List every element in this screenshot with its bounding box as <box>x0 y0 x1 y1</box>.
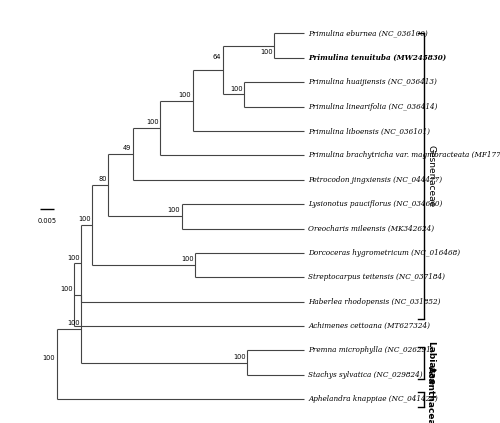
Text: 80: 80 <box>98 176 107 182</box>
Text: 100: 100 <box>146 119 158 125</box>
Text: 100: 100 <box>42 355 56 361</box>
Text: Primulina tenuituba (MW245830): Primulina tenuituba (MW245830) <box>308 54 446 62</box>
Text: Oreocharis mileensis (MK342624): Oreocharis mileensis (MK342624) <box>308 225 434 233</box>
Text: Primulina brachytricha var. magnibracteata (MF177037): Primulina brachytricha var. magnibractea… <box>308 151 500 159</box>
Text: 100: 100 <box>60 286 73 292</box>
Text: 100: 100 <box>260 49 273 55</box>
Text: Haberlea rhodopensis (NC_031852): Haberlea rhodopensis (NC_031852) <box>308 298 440 306</box>
Text: Achimenes cettoana (MT627324): Achimenes cettoana (MT627324) <box>308 322 430 330</box>
Text: Streptocarpus teitensis (NC_037184): Streptocarpus teitensis (NC_037184) <box>308 273 445 281</box>
Text: Aphelandra knappiae (NC_041424): Aphelandra knappiae (NC_041424) <box>308 395 438 403</box>
Text: 64: 64 <box>212 54 221 60</box>
Text: Labiatae: Labiatae <box>426 341 436 385</box>
Text: Lysionotus pauciflorus (NC_034660): Lysionotus pauciflorus (NC_034660) <box>308 200 442 208</box>
Text: 100: 100 <box>67 320 80 326</box>
Text: 100: 100 <box>78 216 90 222</box>
Text: Primulina linearifolia (NC_036414): Primulina linearifolia (NC_036414) <box>308 103 438 111</box>
Text: 100: 100 <box>67 255 80 261</box>
Text: Dorcoceras hygrometricum (NC_016468): Dorcoceras hygrometricum (NC_016468) <box>308 249 460 257</box>
Text: 49: 49 <box>123 145 132 151</box>
Text: Primulina huaijiensis (NC_036413): Primulina huaijiensis (NC_036413) <box>308 78 437 86</box>
Text: Petrocodon jingxiensis (NC_044477): Petrocodon jingxiensis (NC_044477) <box>308 176 442 184</box>
Text: Primulina eburnea (NC_036100): Primulina eburnea (NC_036100) <box>308 30 428 38</box>
Text: Premna microphylla (NC_026291): Premna microphylla (NC_026291) <box>308 346 434 354</box>
Text: 100: 100 <box>233 354 245 360</box>
Text: 100: 100 <box>168 207 180 214</box>
Text: Primulina liboensis (NC_036101): Primulina liboensis (NC_036101) <box>308 127 430 135</box>
Text: 0.005: 0.005 <box>38 217 56 224</box>
Text: 100: 100 <box>178 92 191 98</box>
Text: Acanthaceae: Acanthaceae <box>426 366 436 423</box>
Text: 100: 100 <box>230 85 243 91</box>
Text: 100: 100 <box>182 256 194 262</box>
Text: Gesneriaceae: Gesneriaceae <box>426 145 436 207</box>
Text: Stachys sylvatica (NC_029824): Stachys sylvatica (NC_029824) <box>308 371 423 379</box>
